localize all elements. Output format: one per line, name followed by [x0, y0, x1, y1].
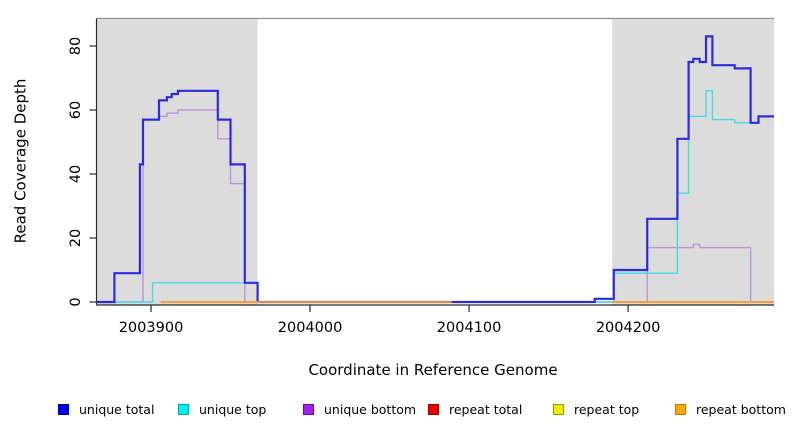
legend-item-repeat-bottom: repeat bottom — [675, 402, 786, 417]
legend-label: unique bottom — [324, 402, 417, 417]
legend-label: repeat bottom — [696, 402, 786, 417]
legend-item-unique-bottom: unique bottom — [303, 402, 416, 417]
shaded-region — [612, 19, 774, 305]
legend-item-unique-top: unique top — [178, 402, 266, 417]
x-axis-title: Coordinate in Reference Genome — [308, 361, 558, 379]
x-tick-label: 2004200 — [595, 320, 661, 336]
legend-item-repeat-total: repeat total — [428, 402, 522, 417]
legend-swatch-icon — [58, 404, 69, 415]
legend-swatch-icon — [178, 404, 189, 415]
x-tick-label: 2004000 — [277, 320, 343, 336]
legend-label: unique top — [199, 402, 267, 417]
legend-swatch-icon — [675, 404, 686, 415]
x-tick-label: 2004100 — [436, 320, 502, 336]
unique-total-line — [96, 35, 774, 304]
legend-item-unique-total: unique total — [58, 402, 154, 417]
legend-swatch-icon — [428, 404, 439, 415]
legend-label: unique total — [79, 402, 155, 417]
legend-swatch-icon — [553, 404, 564, 415]
legend-label: repeat top — [574, 402, 640, 417]
legend-swatch-icon — [303, 404, 314, 415]
legend-label: repeat total — [449, 402, 523, 417]
legend-item-repeat-top: repeat top — [553, 402, 639, 417]
x-tick-label: 2003900 — [118, 320, 184, 336]
